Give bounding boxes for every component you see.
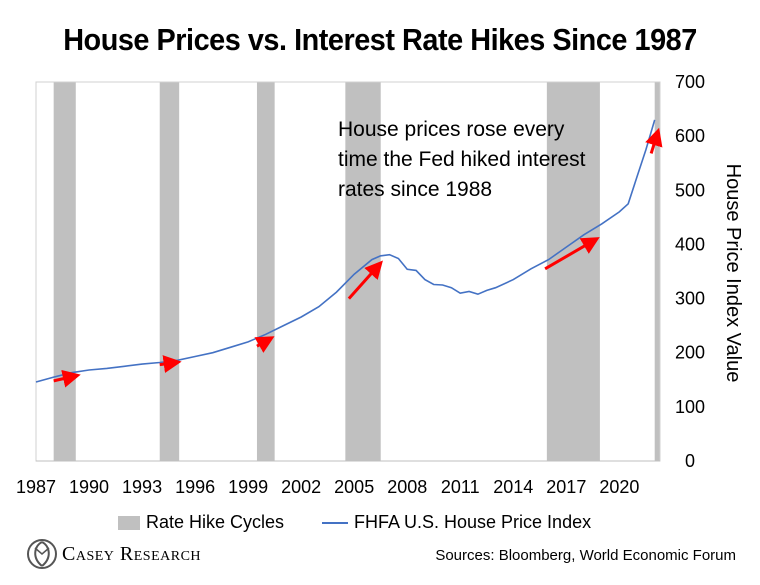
y-tick-label: 400 bbox=[675, 234, 705, 254]
y-tick-label: 100 bbox=[675, 397, 705, 417]
y-tick-label: 0 bbox=[685, 451, 695, 471]
rate-hike-band-2 bbox=[159, 82, 180, 461]
y-tick-label: 700 bbox=[675, 72, 705, 92]
x-tick-label: 1990 bbox=[69, 477, 109, 497]
brand-logo-icon bbox=[27, 539, 57, 569]
x-tick-label: 1996 bbox=[175, 477, 215, 497]
y-tick-label: 300 bbox=[675, 289, 705, 309]
rise-arrow-1 bbox=[53, 369, 81, 388]
legend-item-bands: Rate Hike Cycles bbox=[118, 512, 284, 533]
brand-name: Casey Research bbox=[62, 542, 202, 565]
x-tick-label: 2014 bbox=[493, 477, 533, 497]
rise-arrow-6 bbox=[645, 127, 663, 154]
x-tick-label: 1987 bbox=[16, 477, 56, 497]
source-note: Sources: Bloomberg, World Economic Forum bbox=[435, 547, 736, 564]
rate-hike-band-3 bbox=[256, 82, 275, 461]
legend-swatch-bands bbox=[118, 515, 140, 530]
x-tick-label: 1999 bbox=[228, 477, 268, 497]
chart-title: House Prices vs. Interest Rate Hikes Sin… bbox=[63, 22, 697, 57]
rise-arrow-4 bbox=[347, 260, 383, 300]
x-tick-label: 1993 bbox=[122, 477, 162, 497]
x-tick-label: 2002 bbox=[281, 477, 321, 497]
x-tick-label: 2005 bbox=[334, 477, 374, 497]
x-tick-label: 2017 bbox=[546, 477, 586, 497]
legend-item-line: FHFA U.S. House Price Index bbox=[322, 512, 591, 533]
x-tick-label: 2011 bbox=[441, 477, 480, 497]
y-axis-label: House Price Index Value bbox=[722, 164, 744, 383]
rise-arrow-2 bbox=[159, 355, 182, 373]
y-tick-label: 200 bbox=[675, 343, 705, 363]
brand: Casey Research bbox=[26, 538, 201, 570]
rate-hike-band-5 bbox=[546, 82, 600, 461]
legend: Rate Hike Cycles FHFA U.S. House Price I… bbox=[0, 512, 760, 536]
annotation-line: time the Fed hiked interest bbox=[338, 148, 586, 171]
annotation-line: rates since 1988 bbox=[338, 178, 492, 201]
legend-label-bands: Rate Hike Cycles bbox=[146, 512, 285, 532]
rise-arrow-3 bbox=[254, 336, 275, 353]
x-tick-label: 2008 bbox=[387, 477, 427, 497]
rise-arrow-5 bbox=[544, 237, 600, 271]
rate-hike-band-1 bbox=[53, 82, 76, 461]
x-tick-label: 2020 bbox=[599, 477, 639, 497]
rate-hike-band-6 bbox=[654, 82, 660, 461]
annotation-line: House prices rose every bbox=[338, 118, 565, 141]
legend-swatch-line bbox=[322, 521, 348, 524]
y-tick-label: 500 bbox=[675, 180, 705, 200]
y-tick-label: 600 bbox=[675, 126, 705, 146]
legend-label-line: FHFA U.S. House Price Index bbox=[354, 512, 592, 532]
